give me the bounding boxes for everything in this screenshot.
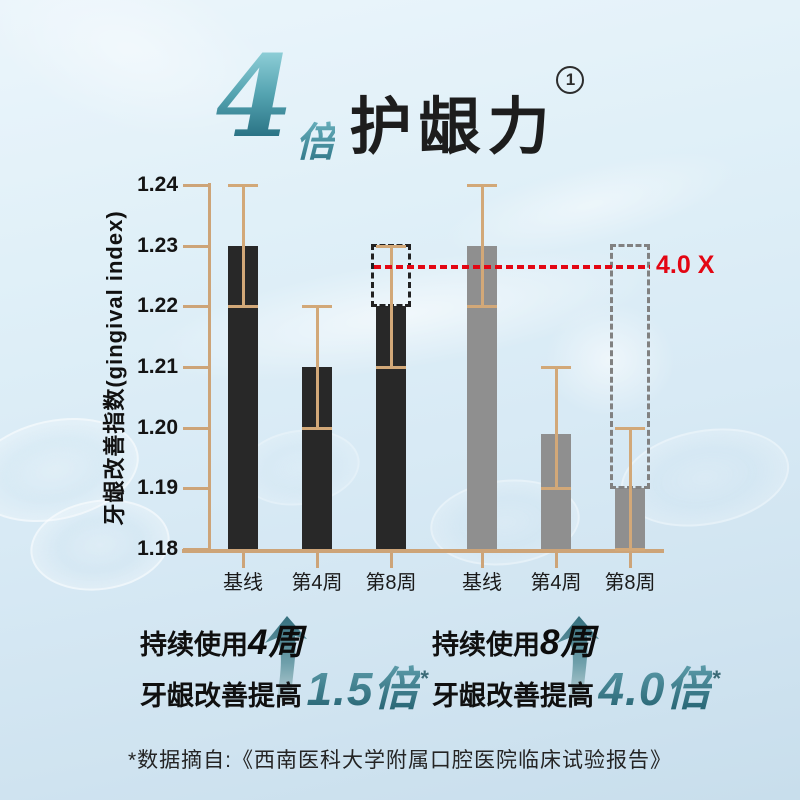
up-arrow-icon — [265, 616, 307, 702]
x-tick-mark — [316, 553, 319, 568]
y-tick-mark — [183, 427, 211, 430]
annotation-week4: 持续使用4周 牙龈改善提高 1.5倍* — [140, 616, 430, 715]
y-tick-mark — [183, 366, 211, 369]
error-bar-line — [242, 185, 245, 306]
title-main-text: 护龈力 — [349, 93, 557, 162]
annotation-line2-prefix: 牙龈改善提高 — [140, 681, 302, 711]
x-category-label: 第4周 — [530, 572, 582, 594]
annotation-multiplier: 4.0倍 — [598, 663, 713, 715]
error-bar-line — [481, 185, 484, 306]
y-tick-mark — [183, 305, 211, 308]
annotation-asterisk: * — [420, 666, 429, 691]
title-footnote-marker: 1 — [556, 66, 585, 94]
error-bar-line — [555, 367, 558, 488]
y-tick-mark — [183, 245, 211, 248]
error-bar-cap-top — [302, 305, 332, 308]
y-tick-label: 1.21 — [137, 355, 178, 378]
y-tick-label: 1.19 — [137, 476, 178, 499]
reference-dashed-line — [374, 265, 650, 269]
up-arrow-icon — [557, 616, 599, 702]
y-tick-mark — [183, 487, 211, 490]
annotation-line1-prefix: 持续使用 — [432, 630, 540, 660]
x-category-label: 基线 — [223, 572, 263, 594]
annotation-week8: 持续使用8周 牙龈改善提高 4.0倍* — [432, 616, 722, 715]
error-bar-cap-top — [376, 245, 406, 248]
error-bar-cap-top — [467, 184, 497, 187]
y-tick-label: 1.22 — [137, 294, 178, 317]
annotation-asterisk: * — [712, 666, 721, 691]
x-category-label: 第8周 — [604, 572, 656, 594]
x-tick-mark — [481, 553, 484, 568]
data-source-footnote: *数据摘自:《西南医科大学附属口腔医院临床试验报告》 — [127, 749, 672, 772]
y-tick-mark — [183, 548, 211, 551]
y-tick-label: 1.20 — [137, 416, 178, 439]
reference-line-label: 4.0 X — [656, 251, 715, 279]
x-tick-mark — [242, 553, 245, 568]
page-title: 4倍 护龈力1 — [0, 32, 800, 168]
annotation-duration: 4周 — [248, 623, 305, 662]
x-category-label: 第4周 — [291, 572, 343, 594]
x-category-label: 基线 — [462, 572, 502, 594]
title-multiplier-unit: 倍 — [295, 110, 335, 168]
error-bar-line — [629, 428, 632, 549]
error-bar-cap-bottom — [467, 305, 497, 308]
error-bar-cap-top — [615, 427, 645, 430]
error-bar-line — [316, 306, 319, 428]
annotation-line2-prefix: 牙龈改善提高 — [432, 681, 594, 711]
title-multiplier-number: 4 — [215, 32, 294, 163]
y-tick-label: 1.23 — [137, 234, 178, 257]
error-bar-cap-bottom — [376, 366, 406, 369]
error-bar-cap-bottom — [615, 548, 645, 551]
y-tick-label: 1.18 — [137, 537, 178, 560]
x-category-label: 第8周 — [365, 572, 417, 594]
x-tick-mark — [555, 553, 558, 568]
y-tick-label: 1.24 — [137, 173, 178, 196]
annotation-multiplier: 1.5倍 — [306, 663, 421, 715]
x-tick-mark — [390, 553, 393, 568]
x-axis-line — [182, 549, 664, 553]
annotation-line1-prefix: 持续使用 — [140, 630, 248, 660]
error-bar-cap-top — [228, 184, 258, 187]
error-bar-cap-top — [541, 366, 571, 369]
y-tick-mark — [183, 184, 211, 187]
x-tick-mark — [629, 553, 632, 568]
annotation-duration: 8周 — [540, 623, 597, 662]
error-bar-cap-bottom — [541, 487, 571, 490]
error-bar-cap-bottom — [302, 427, 332, 430]
error-bar-cap-bottom — [228, 305, 258, 308]
